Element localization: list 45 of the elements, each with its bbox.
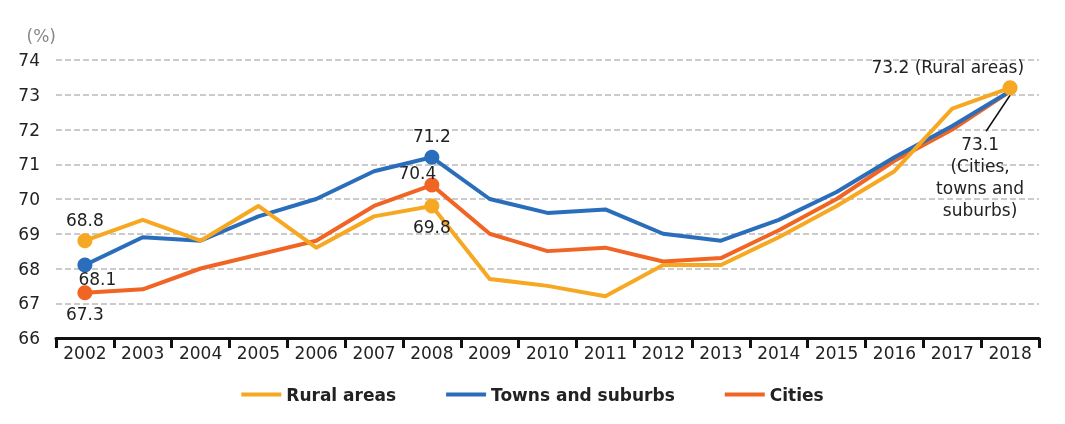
- legend-label: Cities: [769, 384, 824, 405]
- x-tick-label: 2014: [757, 342, 801, 363]
- x-tick-label: 2007: [352, 342, 396, 363]
- y-tick-label: 68: [18, 258, 40, 279]
- x-tick-label: 2002: [63, 342, 107, 363]
- x-tick-label: 2011: [583, 342, 627, 363]
- point: [77, 233, 93, 249]
- x-tick-label: 2004: [178, 342, 223, 363]
- x-tick-label: 2003: [121, 342, 165, 363]
- y-tick-label: 69: [18, 223, 40, 244]
- point: [424, 198, 440, 214]
- annotation: 73.1 (Cities, towns and suburbs): [936, 134, 1025, 221]
- y-axis-title: (%): [26, 25, 56, 46]
- y-tick-label: 72: [18, 119, 40, 140]
- x-tick-label: 2013: [699, 342, 743, 363]
- data-label: 70.4: [398, 163, 437, 184]
- x-tick-label: 2015: [814, 342, 859, 363]
- point: [424, 149, 440, 165]
- x-tick-label: 2018: [988, 342, 1032, 363]
- x-tick-label: 2012: [641, 342, 685, 363]
- x-tick-label: 2009: [468, 342, 512, 363]
- point: [77, 285, 93, 301]
- y-tick-label: 73: [18, 84, 40, 105]
- y-tick-label: 66: [18, 328, 40, 348]
- data-label: 69.8: [412, 216, 451, 237]
- x-tick-label: 2010: [525, 342, 570, 363]
- x-tick-label: 2005: [236, 342, 281, 363]
- y-tick-label: 71: [18, 154, 40, 175]
- data-label: 71.2: [412, 126, 451, 147]
- x-tick-label: 2017: [930, 342, 974, 363]
- point: [77, 257, 93, 273]
- legend-label: Rural areas: [286, 384, 397, 405]
- point: [1002, 80, 1018, 96]
- data-label: 67.3: [65, 303, 104, 324]
- data-label: 68.8: [65, 209, 104, 230]
- x-tick-label: 2008: [410, 342, 454, 363]
- data-label: 73.2 (Rural areas): [871, 56, 1025, 77]
- legend-label: Towns and suburbs: [491, 384, 675, 405]
- y-tick-label: 70: [18, 189, 40, 209]
- y-tick-label: 67: [18, 293, 40, 314]
- y-tick-label: 74: [18, 50, 40, 70]
- x-tick-label: 2016: [872, 342, 917, 363]
- point: [424, 177, 440, 193]
- x-tick-label: 2006: [294, 342, 338, 363]
- data-label: 68.1: [78, 269, 117, 290]
